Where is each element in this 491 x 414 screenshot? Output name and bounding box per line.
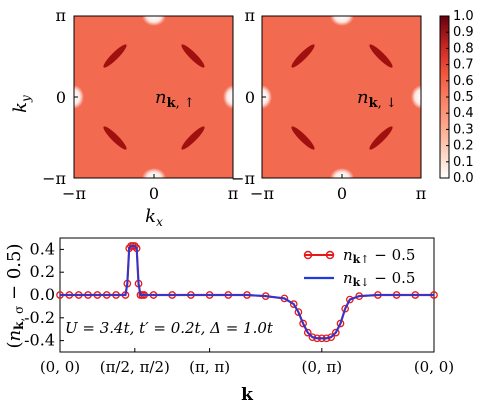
line-chart-panel: 0.4 0.2 0.0 -0.2 -0.4 (0, 0) (π/2, π/2) (π, π)…	[4, 237, 454, 405]
heatmap-down-background	[262, 16, 421, 178]
params-annotation: U = 3.4t, t′ = 0.2t, Δ = 1.0t	[65, 319, 274, 337]
ylabel-n-minus-half: (nk, σ − 0.5)	[4, 244, 26, 349]
colorbar: 1.00.90.8 0.70.60.50.40.3 0.20.10.0	[439, 9, 474, 186]
legend-marker-up-1	[303, 250, 313, 260]
legend-label-down: nk↓ − 0.5	[343, 269, 415, 289]
pocket-up-nw	[103, 44, 127, 68]
heatmap-up-pockets	[103, 44, 205, 150]
xlabel-k: k	[241, 385, 254, 405]
xtick-label: (0, 0)	[414, 358, 454, 376]
xtick-label: (π, π)	[189, 358, 230, 376]
ytick-down-pi: π	[244, 6, 255, 25]
legend-label-up: nk↑ − 0.5	[343, 246, 415, 266]
pocket-up-ne	[181, 44, 205, 68]
xtick-up-0: 0	[149, 184, 159, 203]
ytick-up-negpi: −π	[42, 169, 66, 188]
pocket-down-ne	[369, 44, 393, 68]
colorbar-tick-label: 0.6	[453, 74, 474, 89]
series-point	[345, 295, 354, 304]
line-chart-yticks: 0.4 0.2 0.0 -0.2 -0.4	[24, 239, 64, 350]
ytick-label: 0.2	[30, 262, 55, 281]
ylabel-ky: ky	[10, 95, 33, 113]
xtick-up-negpi: −π	[62, 184, 86, 203]
xtick-label: (π/2, π/2)	[100, 358, 170, 376]
xtick-down-negpi: −π	[250, 184, 274, 203]
ytick-up-0: 0	[56, 88, 66, 107]
pocket-up-sw	[103, 126, 127, 150]
ytick-down-0: 0	[245, 88, 255, 107]
pocket-up-se	[181, 126, 205, 150]
xtick-label: (0, 0)	[40, 358, 80, 376]
series-point	[299, 319, 307, 328]
ytick-down-negpi: −π	[231, 169, 255, 188]
colorbar-tick-label: 0.3	[453, 122, 474, 137]
ytick-label: 0.0	[30, 285, 55, 304]
series-point	[331, 328, 340, 337]
colorbar-tick-label: 0.4	[453, 106, 474, 121]
pocket-down-se	[369, 126, 393, 150]
pocket-down-nw	[291, 44, 315, 68]
ytick-label: -0.4	[24, 331, 55, 350]
heatmap-down-panel: π 0 −π −π 0 π nk, ↓	[231, 6, 431, 203]
colorbar-tick-label: 0.5	[453, 90, 474, 105]
colorbar-tick-label: 0.1	[453, 155, 474, 170]
series-point	[289, 300, 298, 308]
series-point	[303, 328, 312, 337]
colorbar-tick-label: 0.8	[453, 41, 474, 56]
series-point	[341, 304, 350, 313]
line-chart-xticks: (0, 0) (π/2, π/2) (π, π) (0, π) (0, 0)	[40, 348, 454, 376]
heatmap-up-background	[74, 16, 233, 178]
legend: nk↑ − 0.5 nk↓ − 0.5	[303, 246, 415, 289]
colorbar-ticks: 1.00.90.8 0.70.60.50.40.3 0.20.10.0	[446, 9, 474, 186]
xtick-label: (0, π)	[301, 358, 342, 376]
colorbar-tick-label: 0.9	[453, 25, 474, 40]
legend-marker-up-2	[325, 250, 335, 260]
colorbar-tick-label: 0.2	[453, 139, 474, 154]
xtick-down-0: 0	[337, 184, 347, 203]
pocket-down-sw	[291, 126, 315, 150]
series-point	[336, 319, 345, 328]
xtick-down-pi: π	[416, 184, 427, 203]
heatmap-up-panel: π 0 −π −π 0 π nk, ↑ ky kx	[10, 6, 243, 229]
line-chart-series	[56, 242, 438, 343]
ytick-label: -0.2	[24, 308, 55, 327]
ytick-label: 0.4	[30, 239, 55, 258]
colorbar-tick-label: 0.0	[453, 171, 474, 186]
heatmap-up-ticks	[73, 15, 234, 179]
heatmap-down-pockets	[291, 44, 393, 150]
xlabel-kx: kx	[145, 206, 163, 229]
heatmap-down-ticks	[261, 15, 422, 179]
colorbar-tick-label: 1.0	[453, 9, 474, 24]
colorbar-tick-label: 0.7	[453, 58, 474, 73]
series-line	[60, 245, 434, 340]
ytick-up-pi: π	[55, 6, 66, 25]
series-point	[294, 308, 303, 316]
xtick-up-pi: π	[228, 184, 239, 203]
